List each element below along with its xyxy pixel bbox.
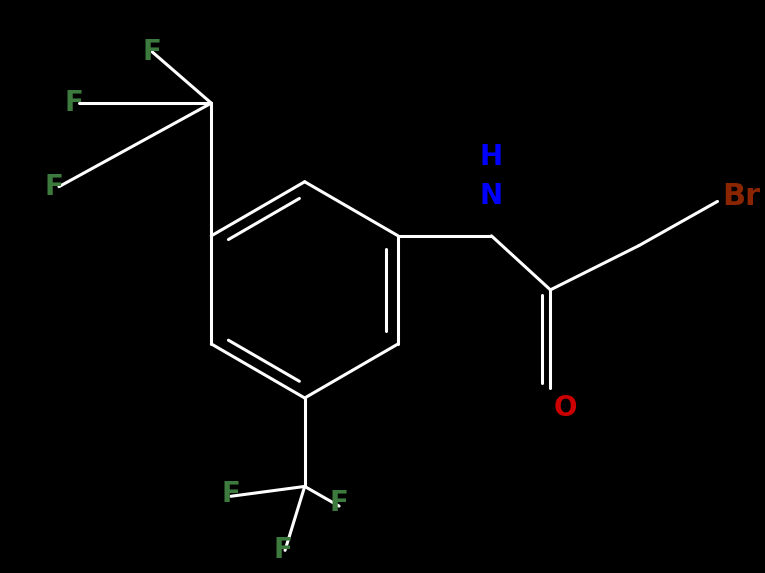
Text: H: H [480,143,503,171]
Text: F: F [64,89,83,117]
Text: F: F [330,489,349,517]
Text: F: F [44,172,63,201]
Text: N: N [480,182,503,210]
Text: F: F [222,480,240,508]
Text: F: F [274,536,292,564]
Text: F: F [143,38,161,66]
Text: O: O [553,394,577,422]
Text: Br: Br [722,182,760,211]
